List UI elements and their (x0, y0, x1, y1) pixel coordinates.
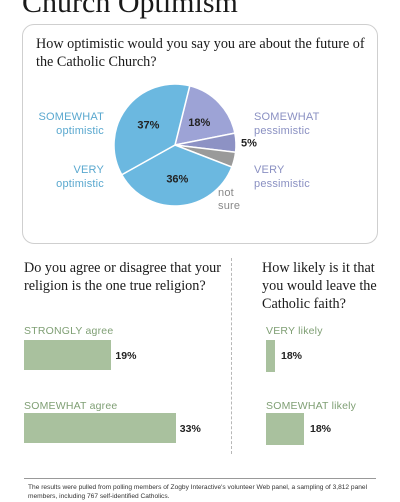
slice-somewhat-optimistic (113, 83, 191, 176)
slice-very-optimistic-value: 36% (166, 173, 188, 185)
label-very-optimistic: VERY optimistic (56, 164, 104, 191)
bar-label-somewhat-agree: SOMEWHAT agree (24, 400, 118, 412)
religion-question: Do you agree or disagree that your relig… (24, 260, 221, 294)
slice-very-pessimistic-value: 5% (241, 137, 257, 149)
footnote-rule (24, 478, 376, 479)
leave-question: How likely is it that you would leave th… (262, 260, 377, 312)
slice-somewhat-optimistic-value: 37% (137, 120, 159, 132)
bar-value-somewhat-agree: 33% (179, 423, 201, 435)
bar-somewhat-likely (266, 413, 304, 445)
slice-somewhat-pessimistic-value: 18% (188, 117, 210, 129)
pie-question: How optimistic would you say you are abo… (36, 36, 365, 70)
bar-label-very-likely: VERY likely (266, 325, 323, 337)
bar-strongly-agree (24, 340, 112, 370)
bar-label-somewhat-likely: SOMEWHAT likely (266, 400, 357, 412)
label-somewhat-optimistic: SOMEWHAT optimistic (38, 111, 104, 138)
bar-very-likely (266, 340, 275, 372)
footnote: The results were pulled from polling mem… (28, 484, 368, 500)
slice-somewhat-pessimistic (173, 84, 236, 146)
bar-somewhat-agree (24, 413, 176, 443)
page-title: Church Optimism (22, 0, 238, 19)
slice-very-optimistic (120, 144, 233, 207)
bar-value-strongly-agree: 19% (115, 350, 137, 362)
label-somewhat-pessimistic: SOMEWHAT pessimistic (254, 111, 320, 138)
bar-value-very-likely: 18% (281, 350, 303, 362)
bar-value-somewhat-likely: 18% (310, 423, 332, 435)
label-very-pessimistic: VERY pessimistic (254, 164, 310, 191)
section-divider (231, 258, 232, 454)
label-not-sure: not sure (218, 187, 241, 213)
bar-label-strongly-agree: STRONGLY agree (24, 325, 114, 337)
